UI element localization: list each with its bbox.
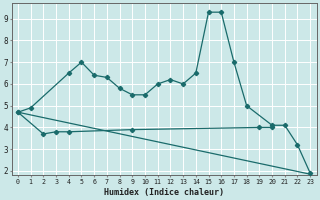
X-axis label: Humidex (Indice chaleur): Humidex (Indice chaleur): [104, 188, 224, 197]
